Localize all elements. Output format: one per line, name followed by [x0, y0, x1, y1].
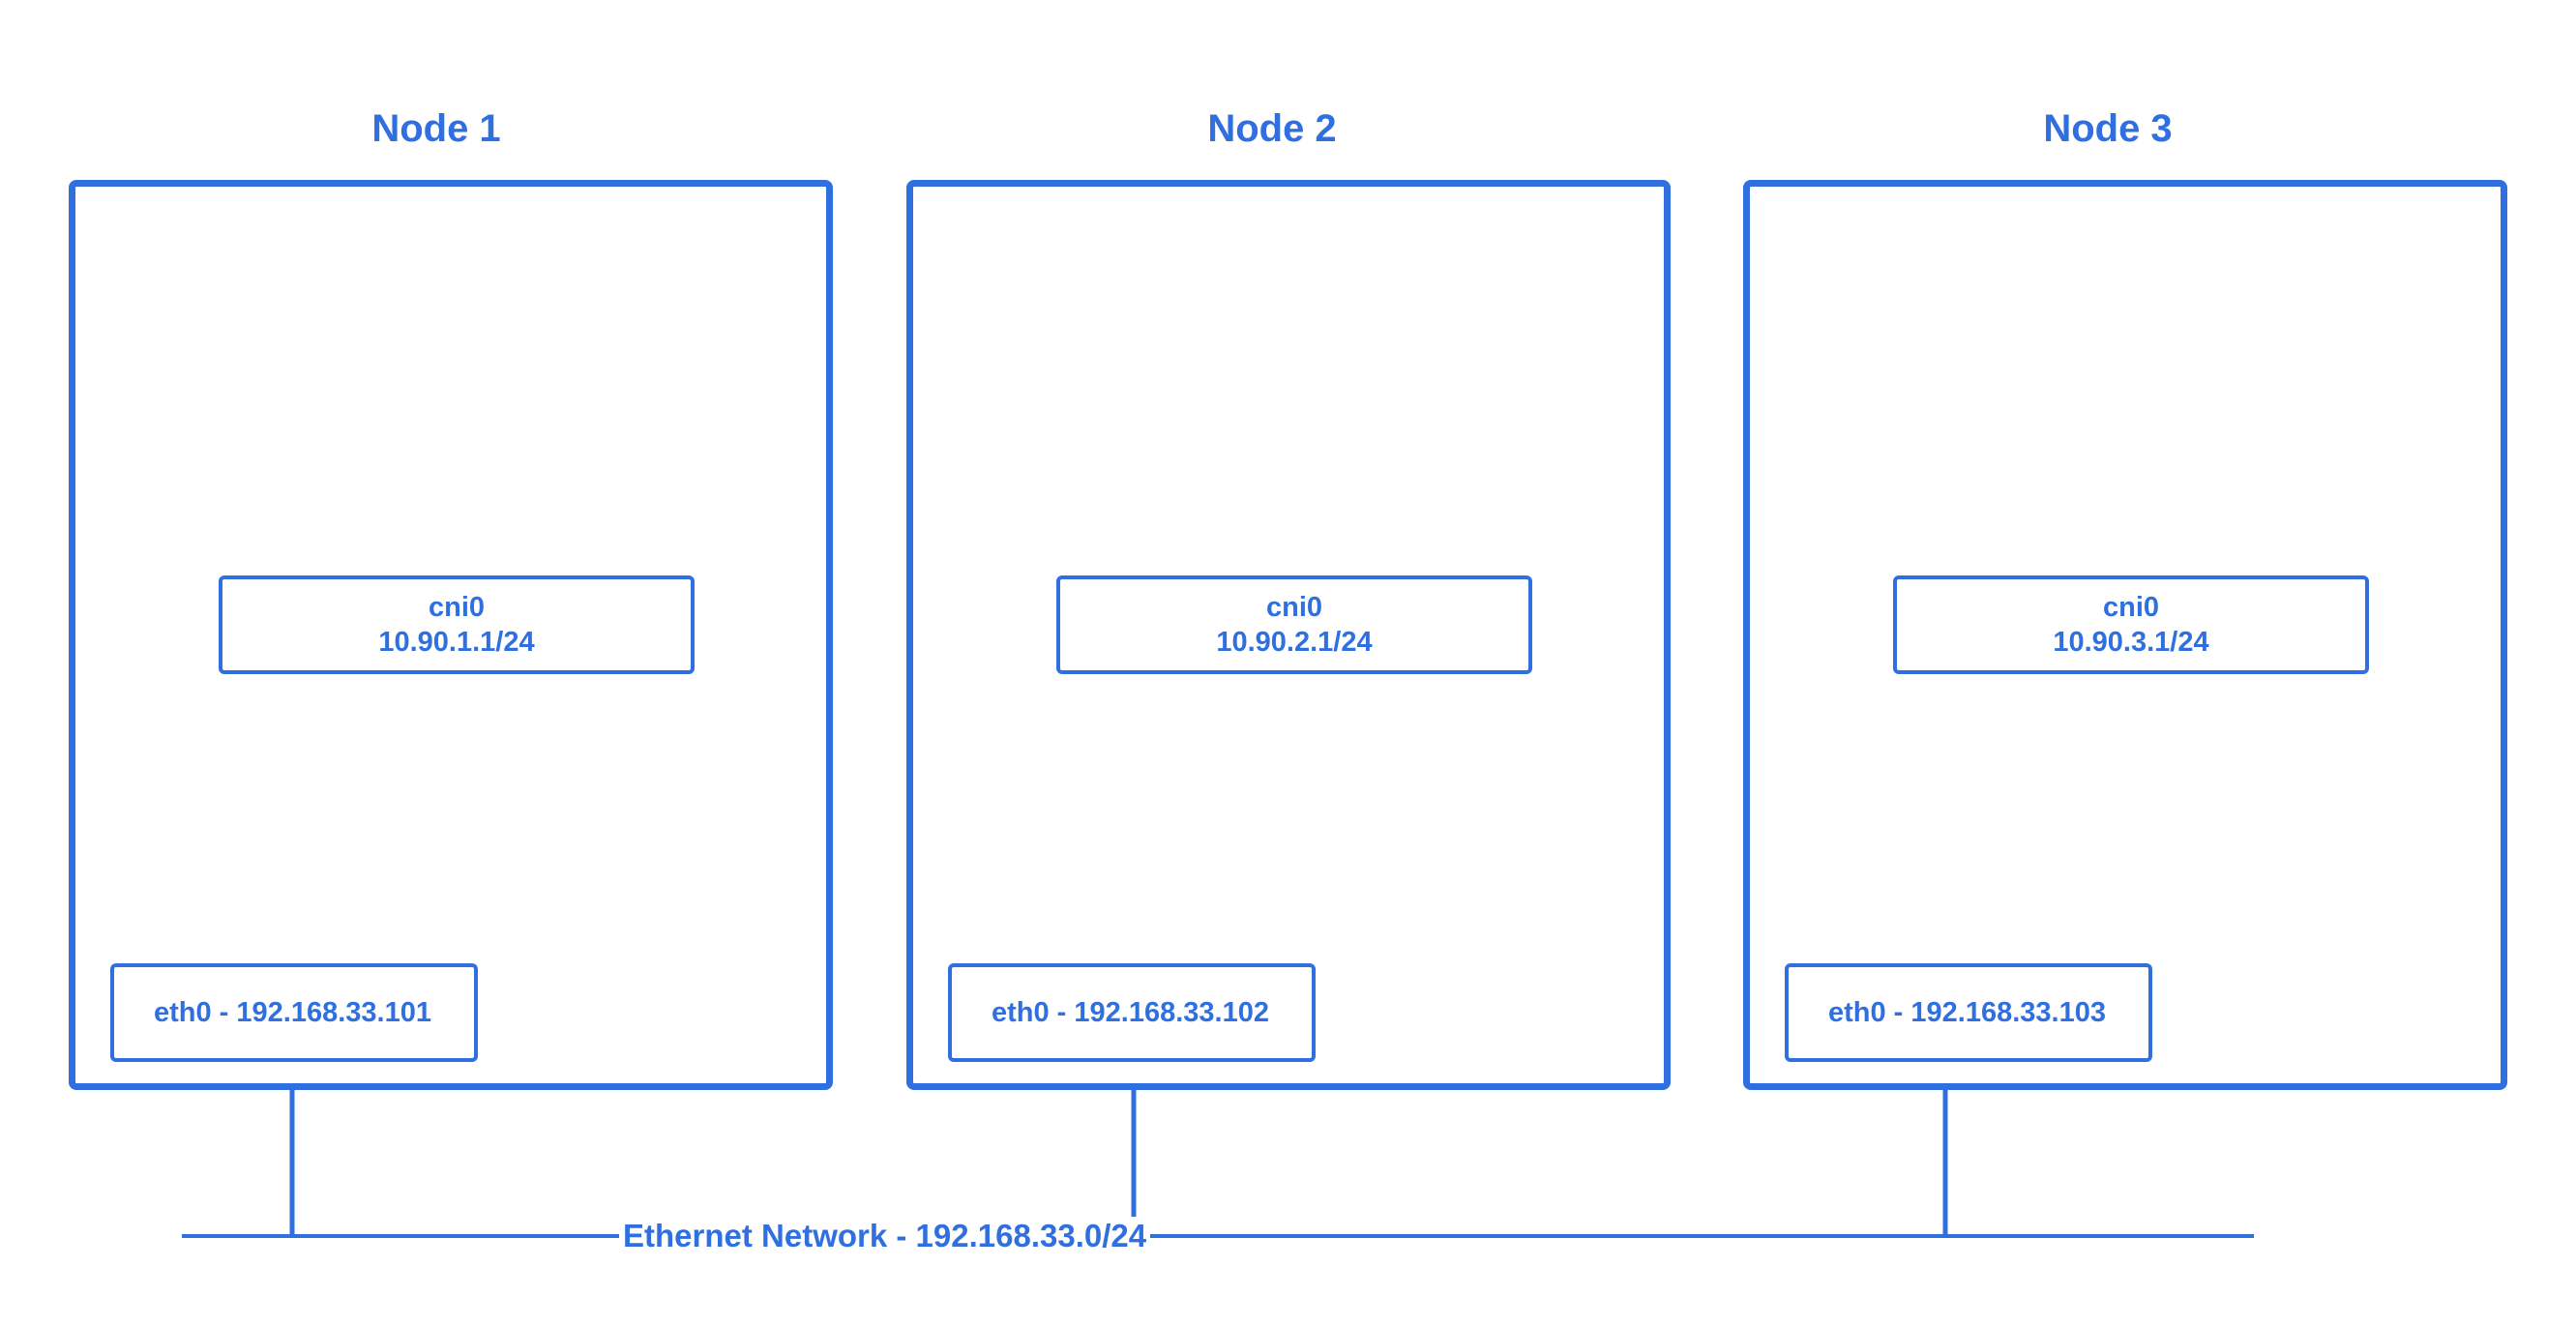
node-1-title: Node 1 [371, 107, 501, 150]
cni-name: cni0 [2102, 592, 2160, 623]
node-3-title: Node 3 [2043, 107, 2173, 150]
node-2-title: Node 2 [1207, 107, 1337, 150]
node-1-cni-interface: cni0 10.90.1.1/24 [219, 575, 695, 674]
node-3-box: cni0 10.90.3.1/24 eth0 - 192.168.33.103 [1743, 180, 2507, 1090]
cni-ip: 10.90.2.1/24 [1216, 627, 1373, 658]
eth-label: eth0 - 192.168.33.103 [1828, 996, 2106, 1028]
node-3-cni-interface: cni0 10.90.3.1/24 [1893, 575, 2369, 674]
eth-label: eth0 - 192.168.33.102 [992, 996, 1269, 1028]
ethernet-network-label: Ethernet Network - 192.168.33.0/24 [619, 1217, 1151, 1255]
cni-name: cni0 [1265, 592, 1323, 623]
cni-ip: 10.90.1.1/24 [378, 627, 535, 658]
node-2-eth-interface: eth0 - 192.168.33.102 [948, 963, 1316, 1062]
node-2-cni-interface: cni0 10.90.2.1/24 [1056, 575, 1532, 674]
node-1-box: cni0 10.90.1.1/24 eth0 - 192.168.33.101 [69, 180, 833, 1090]
node-1-eth-interface: eth0 - 192.168.33.101 [110, 963, 478, 1062]
node-3-eth-interface: eth0 - 192.168.33.103 [1785, 963, 2152, 1062]
eth-label: eth0 - 192.168.33.101 [154, 996, 431, 1028]
cni-name: cni0 [428, 592, 486, 623]
cni-ip: 10.90.3.1/24 [2053, 627, 2209, 658]
node-2-box: cni0 10.90.2.1/24 eth0 - 192.168.33.102 [906, 180, 1671, 1090]
